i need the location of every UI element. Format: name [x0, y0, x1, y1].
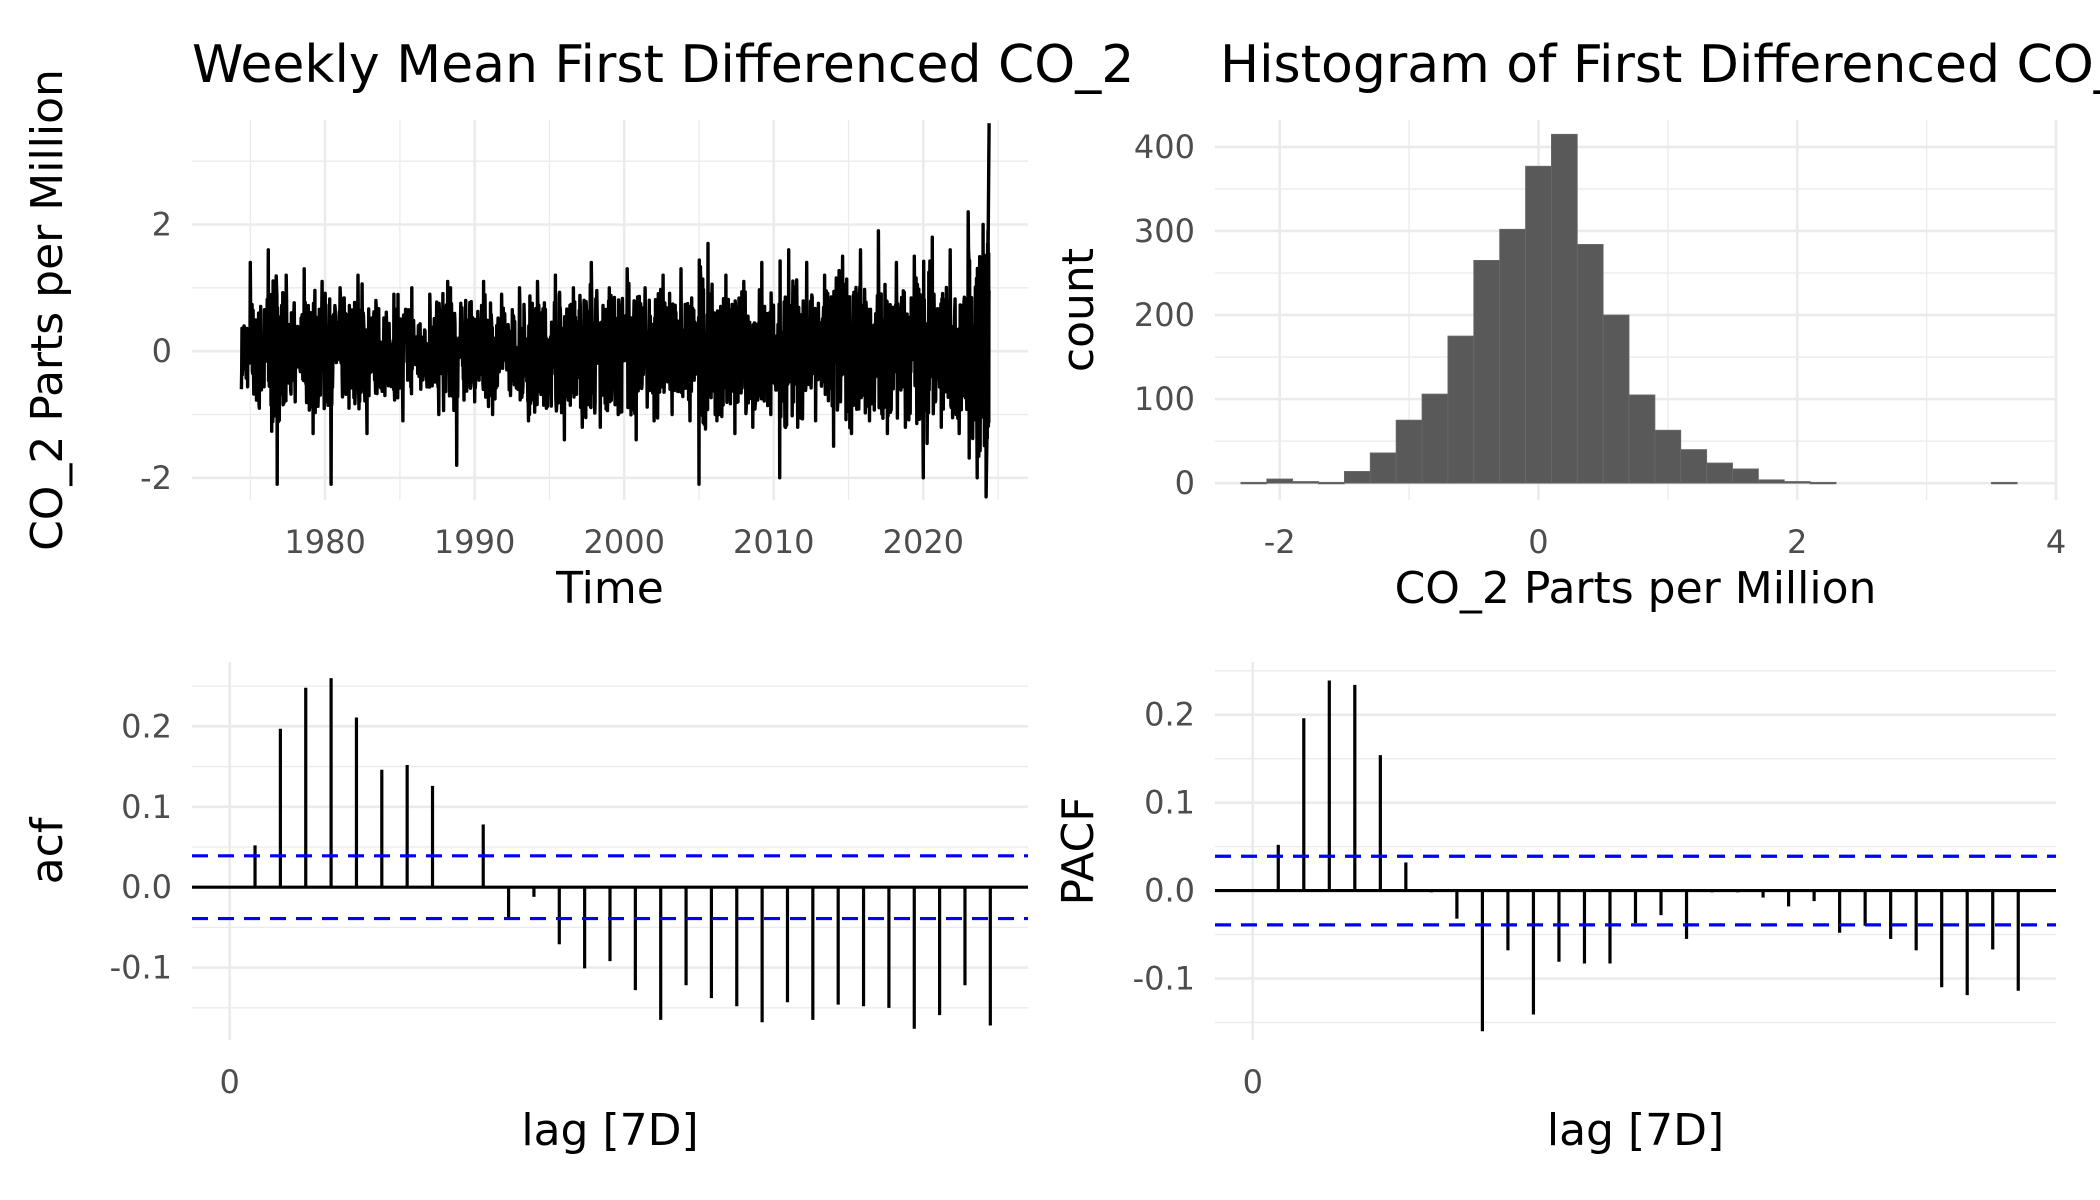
x-tick-label: -2	[1264, 523, 1296, 561]
histogram-bar	[1551, 133, 1578, 484]
histogram-bar	[1706, 462, 1733, 484]
histogram-bar	[1783, 481, 1811, 484]
y-tick-label: 200	[1134, 296, 1195, 334]
time-series-panel: -2 0 2 1980 1990 2000 2010 2020 Time CO_2 Parts p…	[22, 35, 1134, 614]
histogram-bar	[1292, 481, 1319, 484]
histogram-bar	[1680, 449, 1708, 484]
y-axis-label: PACF	[1053, 796, 1104, 905]
y-tick-label: 0.0	[1144, 872, 1195, 910]
histogram-bar	[1758, 479, 1785, 484]
x-tick-label: 1990	[434, 523, 515, 561]
histogram-bar	[1369, 452, 1397, 484]
x-axis-label: lag [7D]	[521, 1105, 698, 1156]
histogram-bar	[1654, 429, 1682, 484]
histogram-bar	[1447, 335, 1475, 484]
histogram-bar	[1602, 314, 1630, 484]
histogram-bar	[1421, 393, 1449, 484]
y-tick-label: 400	[1134, 128, 1195, 166]
y-axis-label: count	[1053, 248, 1104, 372]
pacf-panel: -0.1 0.0 0.1 0.2 0 lag [7D] PACF	[1053, 662, 2056, 1156]
y-tick-label: 0.1	[1144, 784, 1195, 822]
chart-title: Weekly Mean First Differenced CO_2	[192, 35, 1134, 95]
x-tick-label: 0	[219, 1063, 239, 1101]
y-axis-label: acf	[22, 816, 73, 884]
y-tick-label: 0.2	[121, 707, 172, 745]
x-axis-label: Time	[555, 563, 664, 614]
y-tick-label: -0.1	[1133, 959, 1195, 997]
y-tick-label: 0	[152, 332, 172, 370]
histogram-bar	[1628, 394, 1656, 484]
y-tick-label: -2	[140, 459, 172, 497]
y-tick-label: 300	[1134, 212, 1195, 250]
chart-title: Histogram of First Differenced CO_2	[1220, 35, 2100, 95]
histogram-bar	[1732, 468, 1759, 484]
histogram-bar	[1576, 244, 1604, 484]
histogram-bar	[1343, 471, 1371, 484]
histogram-bar	[1395, 419, 1423, 484]
y-tick-label: 0	[1175, 464, 1195, 502]
x-axis-label: CO_2 Parts per Million	[1395, 563, 1877, 614]
x-tick-label: 4	[2046, 523, 2066, 561]
histogram-bar	[1266, 478, 1294, 484]
y-tick-label: 2	[152, 206, 172, 244]
histogram-bar	[1318, 481, 1345, 485]
y-tick-label: 0.2	[1144, 696, 1195, 734]
histogram-panel: 0 100 200 300 400 -2 0 2 4 CO_2 Parts per Million…	[1053, 35, 2100, 614]
x-tick-label: 1980	[284, 523, 365, 561]
x-axis-label: lag [7D]	[1547, 1105, 1724, 1156]
x-tick-label: 2	[1787, 523, 1807, 561]
x-tick-label: 2020	[883, 523, 964, 561]
x-tick-label: 0	[1243, 1063, 1263, 1101]
histogram-bar	[1809, 481, 1837, 485]
series-line	[239, 123, 991, 499]
x-tick-label: 2010	[733, 523, 814, 561]
y-tick-label: 0.0	[121, 868, 172, 906]
y-axis-label: CO_2 Parts per Million	[22, 69, 73, 551]
x-tick-label: 2000	[583, 523, 664, 561]
histogram-bar	[1525, 165, 1552, 484]
histogram-bar	[1473, 259, 1501, 484]
acf-panel: -0.1 0.0 0.1 0.2 0 lag [7D] acf	[22, 662, 1028, 1156]
histogram-bar	[1499, 228, 1526, 484]
y-tick-label: 100	[1134, 380, 1195, 418]
histogram-bar	[1990, 481, 2018, 485]
y-tick-label: -0.1	[110, 949, 172, 987]
histogram-bar	[1240, 481, 1268, 485]
x-tick-label: 0	[1528, 523, 1548, 561]
y-tick-label: 0.1	[121, 788, 172, 826]
